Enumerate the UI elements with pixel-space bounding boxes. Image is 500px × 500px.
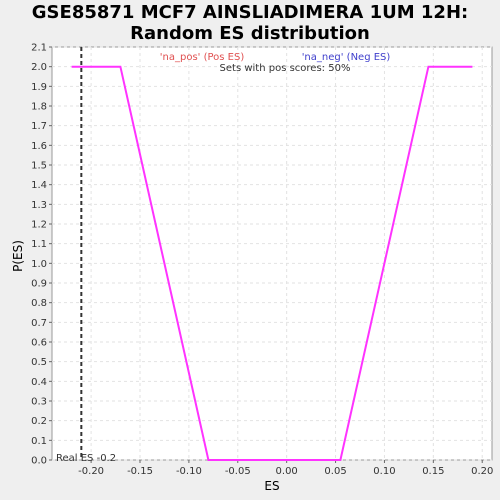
y-tick-label: 1.7 [31,121,47,132]
x-tick-label: -0.20 [78,466,104,477]
y-tick-label: 1.5 [31,161,47,172]
y-tick-label: 2.0 [31,62,47,73]
y-tick-label: 0.2 [31,416,47,427]
y-tick-label: 2.1 [31,43,47,54]
x-tick-label: 0.00 [276,466,298,477]
grid [52,46,492,461]
x-tick-label: 0.15 [422,466,444,477]
real-es-label: Real ES -0.2 [56,453,116,464]
y-axis-label: P(ES) [11,240,25,272]
ticks: 0.0 0.1 0.2 0.3 0.4 0.5 0.6 0.7 0.8 0.9 1.0 1.1 1.2 1… [31,43,493,478]
x-tick-label: -0.15 [127,466,153,477]
y-tick-label: 0.4 [31,377,47,388]
pos-scores-note: Sets with pos scores: 50% [220,63,351,74]
chart-title: GSE85871 MCF7 AINSLIADIMERA 1UM 12H: Ran… [0,2,500,44]
legend-pos-label: 'na_pos' (Pos ES) [160,52,245,63]
y-tick-label: 1.0 [31,259,47,270]
x-tick-label: 0.10 [373,466,395,477]
y-tick-label: 1.3 [31,200,47,211]
x-tick-label: -0.05 [225,466,251,477]
y-tick-label: 0.8 [31,298,47,309]
es-distribution-line [71,65,473,461]
y-tick-label: 0.5 [31,357,47,368]
y-tick-label: 0.3 [31,397,47,408]
y-tick-label: 1.2 [31,220,47,231]
chart-title-line2: Random ES distribution [130,23,370,44]
series [71,47,473,461]
y-tick-label: 1.9 [31,82,47,93]
x-tick-label: -0.10 [176,466,202,477]
y-tick-label: 1.6 [31,141,47,152]
y-tick-label: 1.1 [31,239,47,250]
annotations: 'na_pos' (Pos ES) 'na_neg' (Neg ES) Sets… [56,52,390,464]
x-tick-label: 0.20 [471,466,493,477]
x-tick-label: 0.05 [324,466,346,477]
chart-title-line1: GSE85871 MCF7 AINSLIADIMERA 1UM 12H: [31,2,469,23]
y-tick-label: 1.8 [31,102,47,113]
y-tick-label: 0.6 [31,338,47,349]
plot-area [51,46,493,461]
y-tick-label: 0.0 [31,456,47,467]
x-axis-label: ES [264,479,279,493]
y-tick-label: 0.1 [31,436,47,447]
y-tick-label: 0.9 [31,279,47,290]
legend-neg-label: 'na_neg' (Neg ES) [302,52,391,63]
y-tick-label: 0.7 [31,318,47,329]
y-tick-label: 1.4 [31,180,47,191]
